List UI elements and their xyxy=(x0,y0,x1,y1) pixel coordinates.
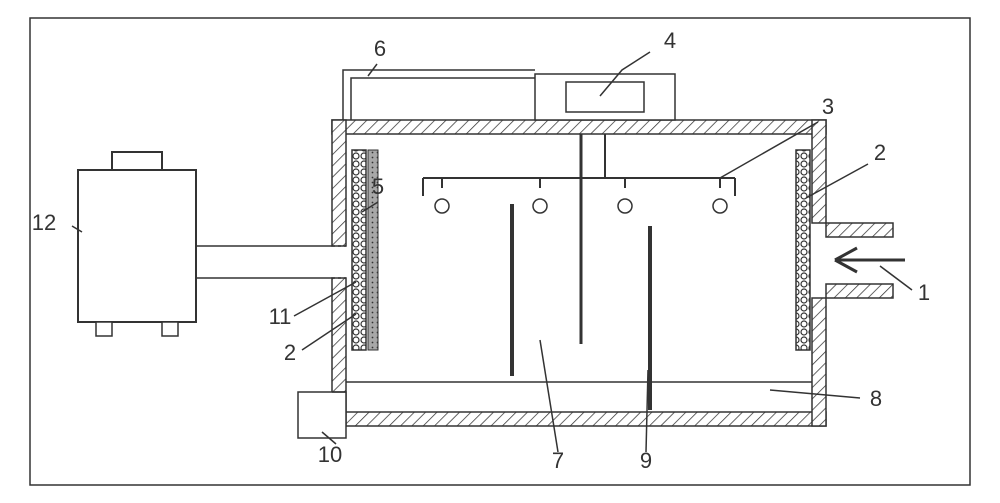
label-3: 3 xyxy=(822,94,834,119)
label-10: 10 xyxy=(318,442,342,467)
label-2l: 2 xyxy=(284,340,296,365)
inlet-flange-bot xyxy=(826,284,893,298)
device-foot-0 xyxy=(96,322,112,336)
leader-7 xyxy=(540,340,558,452)
nozzle-2-tip xyxy=(618,199,632,213)
pipe-6 xyxy=(351,78,535,120)
label-12: 12 xyxy=(32,210,56,235)
label-2r: 2 xyxy=(874,140,886,165)
chamber-wall-bottom xyxy=(332,412,826,426)
inlet-arrow xyxy=(835,248,905,272)
chamber-wall-left-upper xyxy=(332,120,346,246)
chamber-wall-top xyxy=(332,120,826,134)
device-handle xyxy=(112,152,162,170)
leader-2l xyxy=(302,314,356,350)
label-6: 6 xyxy=(374,36,386,61)
label-11: 11 xyxy=(269,304,292,329)
external-device xyxy=(78,170,196,322)
chamber-wall-right-upper xyxy=(812,120,826,223)
inlet-flange-top xyxy=(826,223,893,237)
motor-inner xyxy=(566,82,644,112)
label-9: 9 xyxy=(640,448,652,473)
nozzle-1-tip xyxy=(533,199,547,213)
collector-box xyxy=(298,392,346,438)
nozzle-3-tip xyxy=(713,199,727,213)
label-8: 8 xyxy=(870,386,882,411)
nozzle-0-tip xyxy=(435,199,449,213)
label-7: 7 xyxy=(552,448,564,473)
label-4: 4 xyxy=(664,28,676,53)
chamber-wall-right-lower xyxy=(812,298,826,426)
filter-left xyxy=(352,150,366,350)
device-foot-1 xyxy=(162,322,178,336)
label-1: 1 xyxy=(918,280,930,305)
label-5: 5 xyxy=(372,174,384,199)
filter-right xyxy=(796,150,810,350)
